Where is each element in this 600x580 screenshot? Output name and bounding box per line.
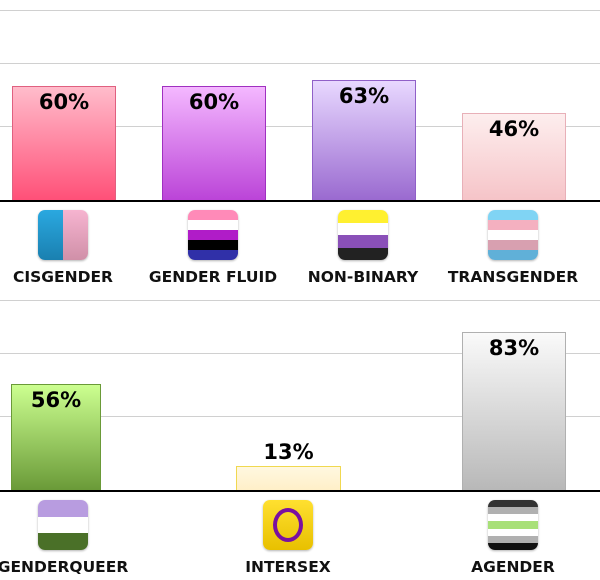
value-label: 46% xyxy=(488,116,540,141)
value-label: 13% xyxy=(263,440,314,465)
value-label: 83% xyxy=(488,336,540,361)
category-label: INTERSEX xyxy=(245,558,331,576)
category-label: AGENDER xyxy=(471,558,555,576)
category-label: GENDER FLUID xyxy=(148,268,278,286)
value-label: 56% xyxy=(30,388,82,413)
transgender-flag-icon xyxy=(488,210,538,260)
gridline xyxy=(0,353,600,354)
bar-transgender xyxy=(462,112,566,201)
category-label: CISGENDER xyxy=(13,268,113,286)
gridline xyxy=(0,63,600,64)
intersex-flag-icon xyxy=(263,500,313,550)
gridline xyxy=(0,126,600,127)
category-label: GENDERQUEER xyxy=(0,558,129,576)
non-binary-flag-icon xyxy=(338,210,388,260)
baseline-bottom xyxy=(0,490,600,492)
gridline xyxy=(0,10,600,11)
bar-agender xyxy=(462,332,566,491)
category-label: NON-BINARY xyxy=(307,268,419,286)
gender-fluid-flag-icon xyxy=(188,210,238,260)
agender-flag-icon xyxy=(488,500,538,550)
category-label: TRANSGENDER xyxy=(447,268,579,286)
bar-cisgender xyxy=(12,85,116,201)
genderqueer-flag-icon xyxy=(38,500,88,550)
value-label: 60% xyxy=(188,89,240,114)
bar-intersex xyxy=(236,466,341,491)
bar-non-binary xyxy=(312,80,416,201)
value-label: 60% xyxy=(38,89,90,114)
cisgender-flag-icon xyxy=(38,210,88,260)
bar-genderqueer xyxy=(11,384,101,491)
gridline xyxy=(0,300,600,301)
baseline-top xyxy=(0,200,600,202)
value-label: 63% xyxy=(338,84,390,109)
gridline xyxy=(0,416,600,417)
